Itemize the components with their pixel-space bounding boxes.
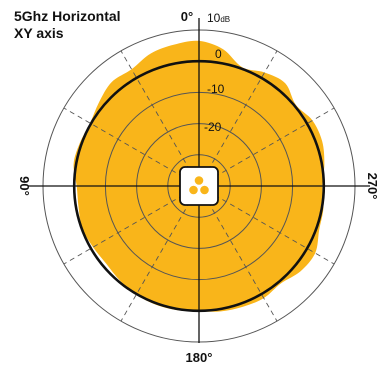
three-dot-triangle-icon: [189, 176, 209, 195]
radial-label-10-value: 10: [207, 11, 221, 25]
center-box: [179, 166, 219, 206]
radial-label-0: 0: [215, 47, 222, 61]
spoke-240deg: [214, 194, 335, 265]
chart-title-line-2: XY axis: [14, 25, 64, 41]
radial-label-minus-10: -10: [207, 82, 225, 96]
angle-label-0: 0°: [181, 9, 193, 24]
spoke-210deg: [207, 201, 278, 322]
spoke-330deg: [207, 50, 278, 171]
angle-label-270: 270°: [365, 173, 379, 200]
spoke-30deg: [120, 50, 191, 171]
angle-label-180: 180°: [186, 350, 213, 365]
radial-label-minus-20: -20: [204, 120, 222, 134]
spoke-60deg: [63, 107, 184, 178]
spoke-120deg: [63, 194, 184, 265]
spoke-300deg: [214, 107, 335, 178]
radial-label-10-unit: dB: [220, 15, 230, 24]
angle-label-90: 90°: [17, 176, 32, 196]
spoke-150deg: [120, 201, 191, 322]
chart-title-line-1: 5Ghz Horizontal: [14, 8, 121, 24]
radial-label-10: 10dB: [207, 11, 230, 25]
